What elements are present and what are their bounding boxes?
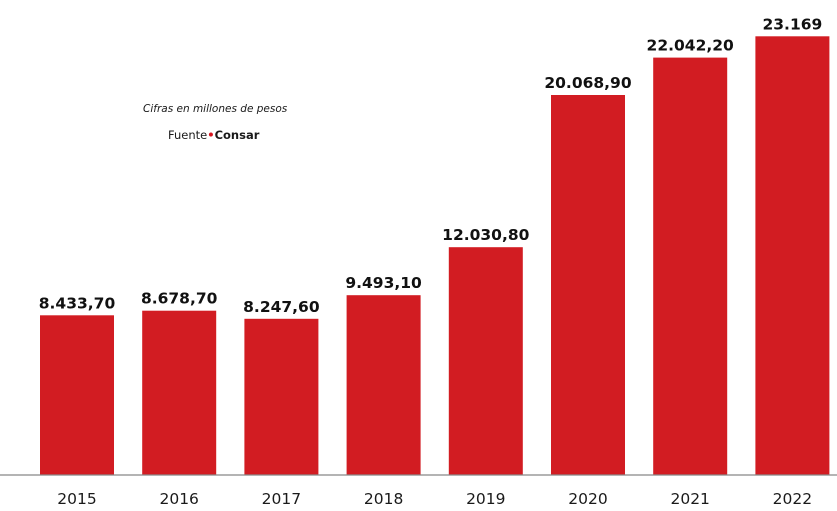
bar-2021: [653, 57, 728, 475]
x-tick-label-2018: 2018: [364, 490, 403, 508]
x-tick-label-2022: 2022: [773, 490, 812, 508]
bar-2017: [244, 318, 319, 475]
source-label: Fuente: [168, 128, 208, 142]
bar-value-label-2019: 12.030,80: [442, 226, 529, 244]
x-tick-label-2019: 2019: [466, 490, 505, 508]
units-note: Cifras en millones de pesos: [143, 103, 288, 115]
x-tick-label-2017: 2017: [262, 490, 301, 508]
bar-2016: [142, 310, 217, 475]
bars-group: [40, 36, 830, 476]
bar-value-label-2016: 8.678,70: [141, 290, 218, 308]
x-tick-labels-group: 2015 2016 2017 2018 2019 2020 2021 2022: [57, 490, 812, 508]
x-tick-label-2016: 2016: [159, 490, 198, 508]
x-tick-label-2020: 2020: [568, 490, 607, 508]
source-separator: •: [207, 128, 215, 142]
bar-value-label-2020: 20.068,90: [544, 74, 631, 92]
x-tick-label-2015: 2015: [57, 490, 96, 508]
source-name: Consar: [214, 128, 260, 142]
bar-value-label-2021: 22.042,20: [647, 37, 734, 55]
bar-value-label-2015: 8.433,70: [39, 294, 116, 312]
bar-2015: [40, 315, 114, 475]
bar-value-label-2017: 8.247,60: [243, 298, 320, 316]
bar-2022: [755, 36, 830, 476]
bar-value-label-2022: 23.169: [762, 15, 822, 33]
bar-2019: [448, 247, 523, 475]
bar-2020: [551, 95, 625, 475]
x-tick-label-2021: 2021: [670, 490, 709, 508]
value-labels-group: 8.433,70 8.678,70 8.247,60 9.493,10 12.030,8…: [39, 15, 823, 316]
source-credit: Fuente•Consar: [168, 128, 259, 142]
bar-value-label-2018: 9.493,10: [345, 274, 422, 292]
bar-2018: [346, 295, 421, 475]
